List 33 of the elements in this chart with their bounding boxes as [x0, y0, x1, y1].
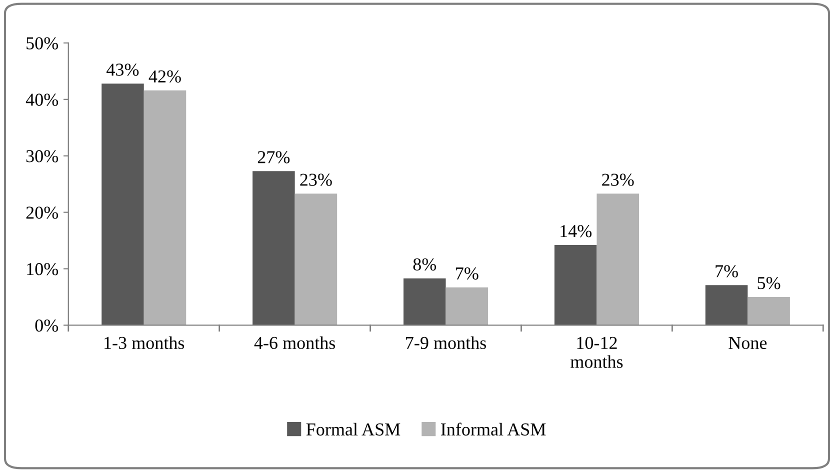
legend-label: Informal ASM	[441, 422, 546, 436]
data-label: 42%	[148, 70, 181, 83]
legend-label: Formal ASM	[306, 422, 400, 436]
x-tick-label: 4-6 months	[254, 336, 336, 350]
bar	[102, 84, 144, 326]
data-label: 23%	[300, 174, 332, 186]
bar	[252, 171, 295, 326]
data-label: 8%	[413, 258, 436, 271]
y-tick-label: 50%	[26, 37, 58, 50]
y-tick-label: 30%	[26, 150, 58, 162]
y-tick-label: 0%	[35, 319, 58, 332]
x-tick-label: 7-9 months	[406, 336, 486, 350]
y-tick-label: 10%	[27, 263, 58, 276]
bar	[144, 90, 186, 326]
bar	[596, 194, 639, 326]
data-label: 23%	[602, 174, 634, 186]
bar	[404, 278, 446, 326]
data-label: 43%	[106, 64, 139, 76]
x-tick-label: None	[728, 337, 767, 350]
data-label: 7%	[456, 267, 478, 280]
data-label: 14%	[560, 225, 592, 238]
x-tick-label: 1-3 months	[104, 336, 184, 350]
y-tick-label: 20%	[26, 206, 58, 219]
data-label: 7%	[716, 265, 738, 278]
y-tick-label: 40%	[26, 94, 58, 106]
bar	[554, 245, 597, 326]
data-label: 5%	[758, 276, 780, 290]
bar	[705, 285, 748, 326]
bar	[748, 296, 790, 326]
bar	[294, 194, 338, 326]
data-label: 27%	[258, 151, 290, 164]
bar	[446, 287, 488, 326]
x-tick-label: 10-12 months	[570, 336, 623, 368]
